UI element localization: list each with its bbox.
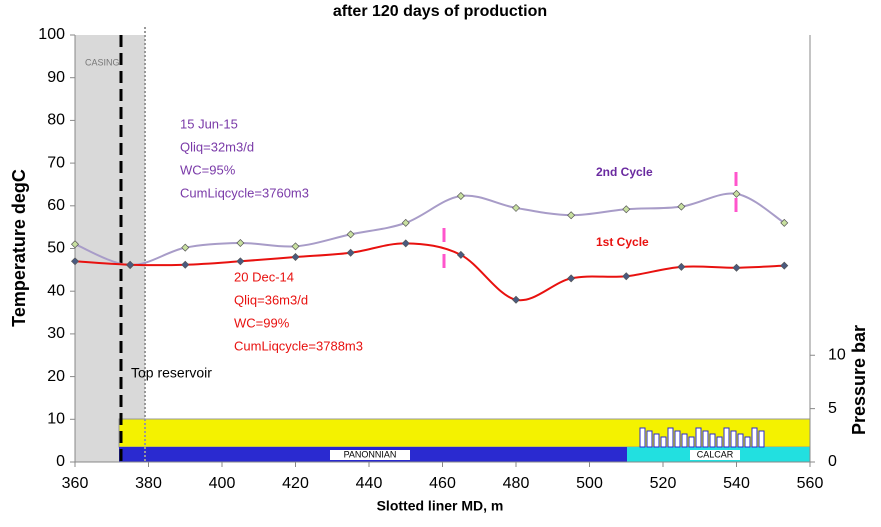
pressure-bar <box>646 430 653 448</box>
annotation: CumLiqcycle=3788m3 <box>234 338 363 353</box>
point <box>512 203 520 212</box>
y-tick-label: 30 <box>47 325 65 342</box>
x-tick-label: 520 <box>650 475 677 492</box>
annotation: 15 Jun-15 <box>180 116 238 131</box>
point <box>181 243 190 252</box>
point <box>236 238 245 247</box>
annotation: Qliq=32m3/d <box>180 139 254 154</box>
annotation: 20 Dec-14 <box>234 269 294 284</box>
pressure-bar <box>660 436 667 448</box>
y-tick-label: 90 <box>47 69 65 86</box>
x-tick-label: 540 <box>723 475 750 492</box>
point <box>126 260 135 269</box>
formation-label: CALCAR <box>697 449 734 459</box>
y-tick-label: 40 <box>47 282 65 299</box>
pressure-bar <box>716 436 723 448</box>
pressure-bar <box>639 427 646 448</box>
point <box>291 253 300 262</box>
y-tick-label: 10 <box>47 411 65 428</box>
point <box>780 218 789 227</box>
pressure-band <box>118 418 811 448</box>
annotation: WC=95% <box>180 162 236 177</box>
point <box>732 263 741 272</box>
y-tick-label: 70 <box>47 154 65 171</box>
point <box>401 239 410 248</box>
point <box>677 262 686 271</box>
x-tick-label: 380 <box>135 475 162 492</box>
y2-axis-label: Pressure bar <box>849 325 869 435</box>
point <box>456 191 465 200</box>
annotation: Qliq=36m3/d <box>234 292 308 307</box>
annotation: Top reservoir <box>131 365 212 381</box>
y-tick-label: 0 <box>56 453 65 470</box>
pressure-bar <box>653 433 660 448</box>
series-label: 1st Cycle <box>596 235 649 249</box>
x-tick-label: 480 <box>503 475 530 492</box>
point <box>236 257 245 266</box>
x-axis-label: Slotted liner MD, m <box>377 498 504 514</box>
pressure-bar <box>751 427 758 448</box>
x-tick-label: 560 <box>797 475 824 492</box>
series-line <box>74 192 785 267</box>
pressure-bar <box>709 433 716 448</box>
formation-label: PANONNIAN <box>344 449 397 459</box>
formation-label-bg <box>330 450 410 460</box>
y2-tick-label: 0 <box>828 453 837 470</box>
y-tick-label: 100 <box>38 26 65 43</box>
y-tick-label: 80 <box>47 112 65 129</box>
point <box>346 230 355 239</box>
y2-tick-label: 5 <box>828 400 837 417</box>
x-tick-label: 440 <box>356 475 383 492</box>
pressure-bar <box>723 427 730 448</box>
point <box>567 274 576 283</box>
chart-title: after 120 days of production <box>333 3 547 20</box>
pressure-bar <box>758 430 765 448</box>
x-tick-label: 360 <box>62 475 89 492</box>
point <box>622 205 631 214</box>
pressure-bar <box>744 436 751 448</box>
point <box>677 202 686 211</box>
x-tick-label: 400 <box>209 475 236 492</box>
point <box>780 261 789 270</box>
y-tick-label: 20 <box>47 368 65 385</box>
annotation: CASING <box>85 57 120 67</box>
pressure-bar <box>674 430 681 448</box>
pressure-bar <box>737 433 744 448</box>
formation-label-bg <box>690 450 740 460</box>
annotation: CumLiqcycle=3760m3 <box>180 185 309 200</box>
y-axis-label: Temperature degC <box>9 169 29 327</box>
point <box>71 240 79 249</box>
point <box>346 248 355 257</box>
series-line <box>74 242 785 302</box>
point <box>291 242 300 251</box>
pressure-bar <box>730 430 737 448</box>
x-tick-label: 420 <box>282 475 309 492</box>
pressure-bar <box>688 436 695 448</box>
y2-tick-label: 10 <box>828 346 846 363</box>
x-tick-label: 500 <box>576 475 603 492</box>
point <box>456 250 465 259</box>
x-tick-label: 460 <box>429 475 456 492</box>
point <box>567 211 576 220</box>
point <box>732 189 741 198</box>
y-tick-label: 60 <box>47 197 65 214</box>
series-label: 2nd Cycle <box>596 165 653 179</box>
point <box>401 218 410 227</box>
point <box>181 260 190 269</box>
pressure-bar <box>702 430 709 448</box>
casing-region <box>75 35 145 462</box>
pressure-bar <box>681 433 688 448</box>
annotation: WC=99% <box>234 315 290 330</box>
point <box>622 272 631 281</box>
y-tick-label: 50 <box>47 240 65 257</box>
point <box>512 295 520 304</box>
point <box>71 257 79 266</box>
pressure-bar <box>695 427 702 448</box>
pressure-bar <box>667 427 674 448</box>
